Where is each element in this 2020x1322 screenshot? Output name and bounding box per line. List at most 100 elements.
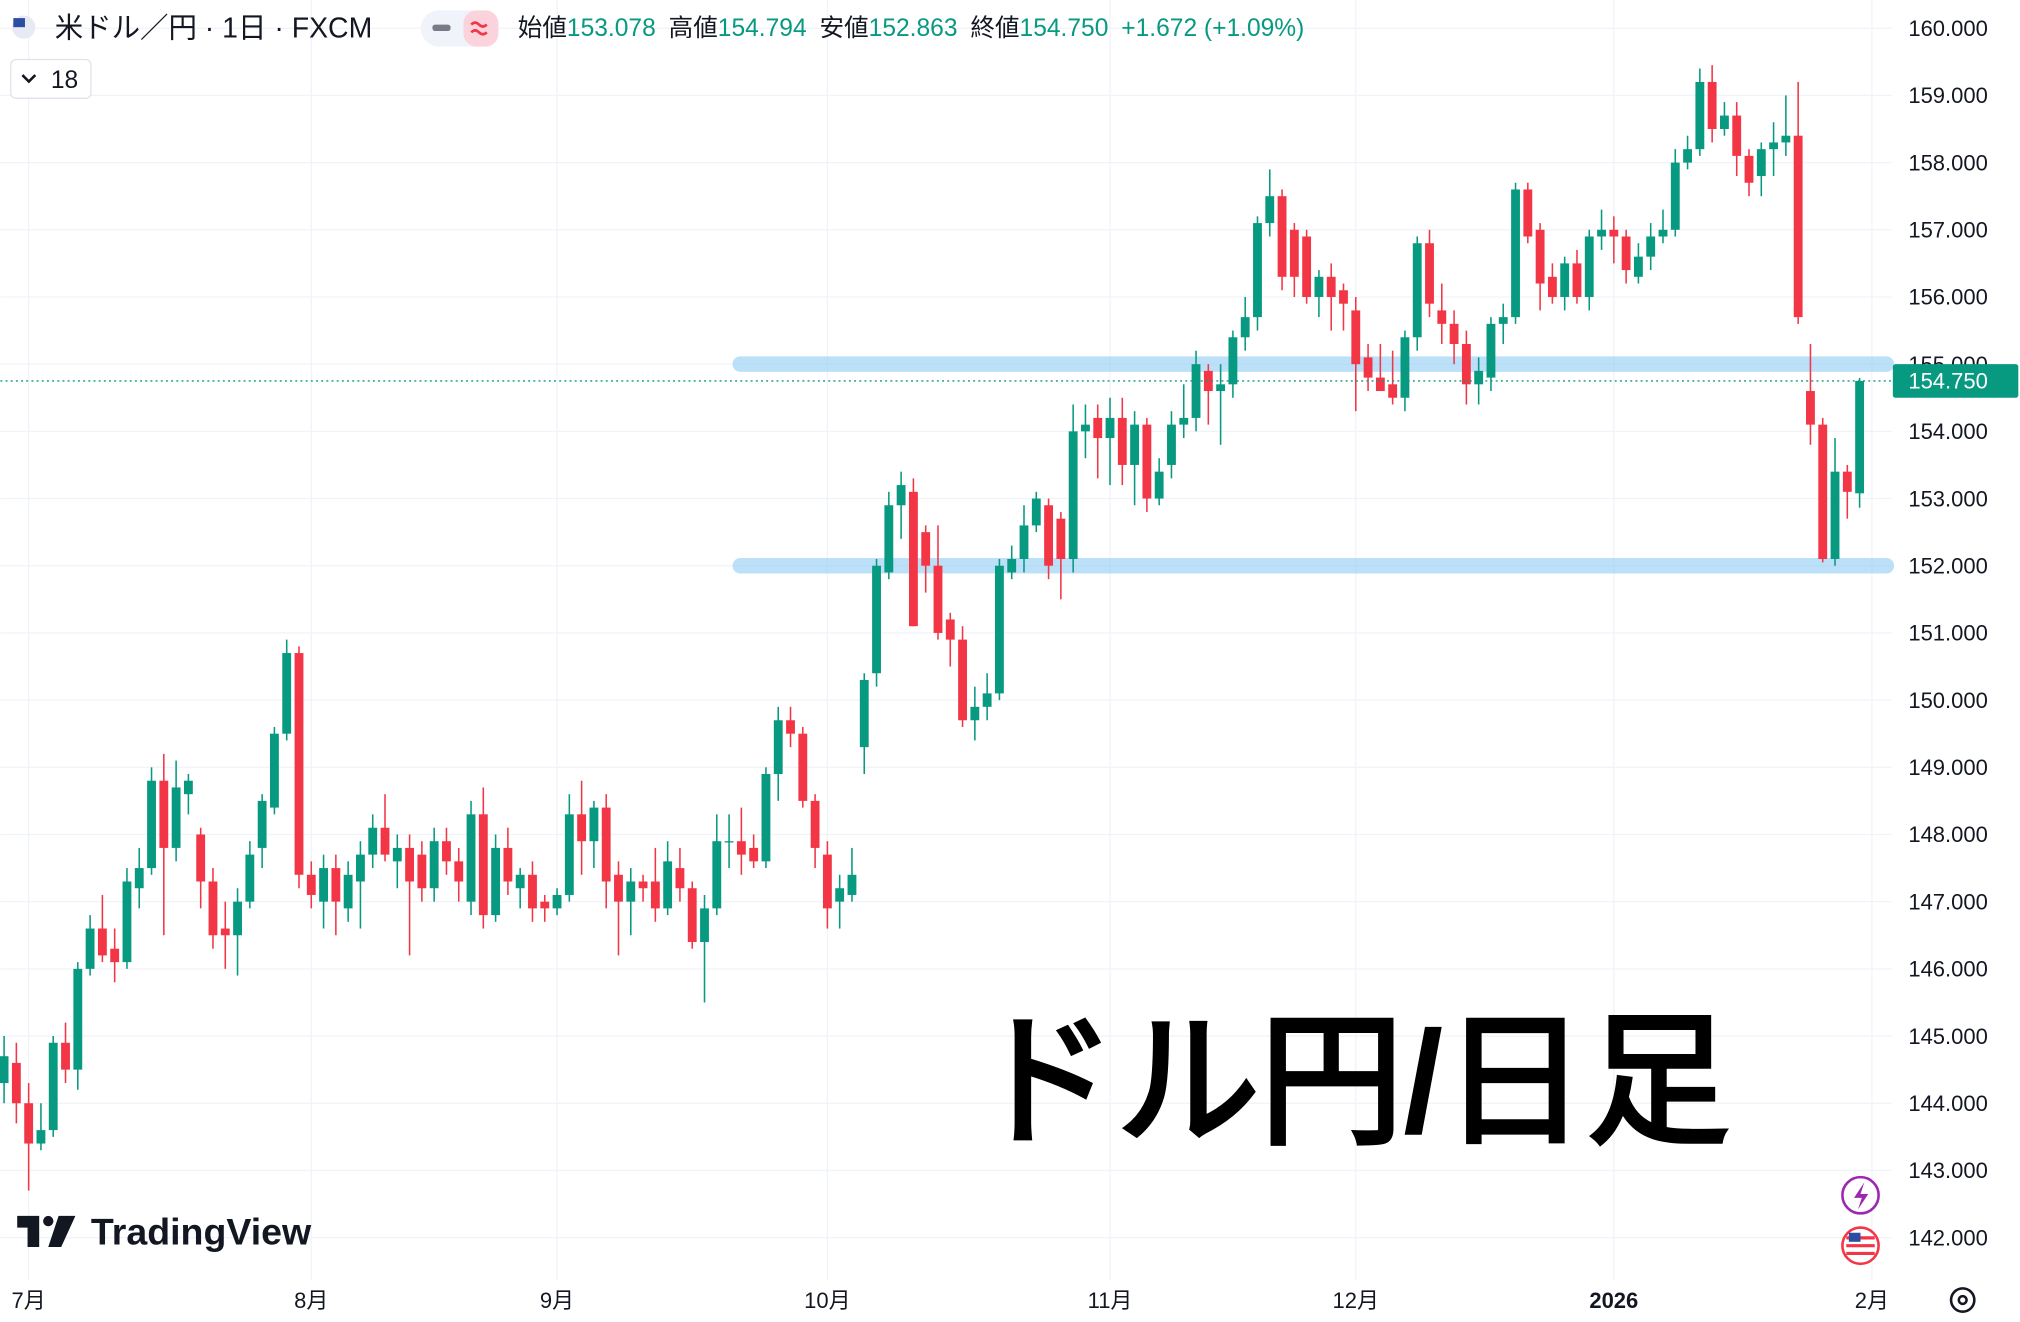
y-tick-label: 146.000 — [1908, 957, 1987, 982]
candle-body — [958, 639, 967, 721]
candle-body — [1523, 189, 1533, 237]
candle-body — [515, 874, 525, 889]
candle-body — [1068, 431, 1078, 560]
candle-body — [159, 780, 169, 848]
candle-body — [1769, 142, 1779, 150]
status-wave — [470, 21, 488, 36]
candle-body — [1560, 263, 1570, 297]
axes: 160.000159.000158.000157.000156.000155.0… — [0, 16, 2019, 1313]
candle-body — [1732, 115, 1742, 156]
legend-label: 終値 — [970, 14, 1019, 42]
candle-body — [1425, 243, 1434, 304]
candle-body — [749, 847, 759, 862]
candle-body — [589, 807, 599, 842]
candle-body — [1707, 81, 1717, 130]
y-tick-label: 150.000 — [1908, 688, 1987, 713]
indicator-toggle[interactable] — [10, 58, 92, 99]
candle-body — [1326, 276, 1336, 297]
candle-body — [847, 874, 857, 895]
y-tick-label: 148.000 — [1908, 822, 1987, 847]
candle-body — [724, 841, 734, 843]
candle-body — [1019, 525, 1029, 560]
candle-body — [1142, 424, 1152, 499]
candle-body — [24, 1103, 34, 1144]
lightning — [1854, 1182, 1869, 1210]
x-tick-label: 10月 — [804, 1288, 850, 1313]
candle-body — [1363, 357, 1373, 378]
gear-center — [1957, 1294, 1968, 1306]
y-tick-label: 158.000 — [1908, 150, 1987, 175]
legend-value: 154.794 — [718, 15, 807, 42]
y-tick-label: 145.000 — [1908, 1024, 1987, 1049]
candle-body — [1855, 380, 1865, 494]
candle-body — [1830, 471, 1840, 560]
candle-body — [220, 928, 230, 936]
status-pill-right — [463, 10, 499, 47]
candle-body — [1412, 243, 1422, 338]
candle-body — [1351, 310, 1361, 365]
candle-body — [183, 780, 193, 795]
candle-body — [0, 1056, 9, 1084]
candle-body — [1265, 196, 1275, 224]
candle-body — [835, 888, 845, 902]
ohlc-legend: 始値153.078 高値154.794 安値152.863 終値154.750 +1.6… — [518, 14, 1304, 42]
candle-body — [11, 1062, 21, 1104]
candle-body — [73, 968, 83, 1070]
candle-body — [491, 847, 501, 916]
candle-body — [1461, 344, 1471, 385]
candle-body — [1154, 471, 1164, 499]
candle-body — [171, 787, 181, 848]
logo-slash — [48, 1215, 76, 1247]
brand-name: TradingView — [91, 1210, 312, 1252]
candle-body — [85, 928, 95, 969]
candle-body — [908, 491, 918, 627]
candle-body — [1167, 424, 1176, 465]
candle-body — [1609, 229, 1619, 237]
y-tick-label: 159.000 — [1908, 83, 1987, 108]
candle-body — [1191, 364, 1201, 418]
candle-body — [1216, 384, 1226, 392]
candle-body — [650, 881, 660, 909]
candle-body — [675, 868, 685, 889]
legend-value: 152.863 — [869, 15, 958, 42]
candle-body — [822, 854, 832, 909]
candle-body — [1584, 236, 1594, 297]
x-tick-label: 11月 — [1088, 1288, 1133, 1313]
candle-body — [1670, 162, 1680, 230]
candle-body — [331, 868, 341, 902]
candle-body — [921, 532, 931, 566]
candle-body — [1633, 256, 1643, 277]
settings-icon[interactable] — [1949, 1287, 1976, 1313]
candle-body — [1818, 424, 1828, 560]
candle-body — [1056, 518, 1066, 560]
candle-body — [110, 948, 120, 963]
candle-body — [97, 928, 107, 956]
y-tick-label: 147.000 — [1908, 889, 1987, 914]
candle-body — [1535, 229, 1545, 284]
candle-body — [552, 894, 562, 909]
y-tick-label: 143.000 — [1908, 1158, 1987, 1183]
candle-body — [626, 881, 636, 902]
candle-body — [1388, 384, 1398, 398]
last-price-label: 154.750 — [1908, 369, 1987, 394]
candle-body — [810, 800, 820, 848]
candle-body — [1093, 417, 1103, 439]
candle-body — [1044, 505, 1054, 566]
candle-body — [1339, 290, 1348, 304]
candle-body — [61, 1042, 70, 1070]
candle-body — [945, 619, 955, 640]
legend-label: 始値 — [518, 14, 567, 42]
candle-body — [1203, 370, 1213, 392]
candle-body — [442, 841, 451, 862]
y-tick-label: 154.000 — [1908, 419, 1987, 444]
indicator-count: 18 — [51, 67, 78, 94]
candle-body — [503, 847, 513, 882]
candle-body — [786, 720, 795, 734]
candle-body — [319, 868, 328, 902]
candle-body — [1683, 149, 1692, 163]
x-tick-label: 8月 — [294, 1288, 328, 1313]
candle-body — [1498, 317, 1508, 324]
candle-body — [1793, 135, 1803, 318]
